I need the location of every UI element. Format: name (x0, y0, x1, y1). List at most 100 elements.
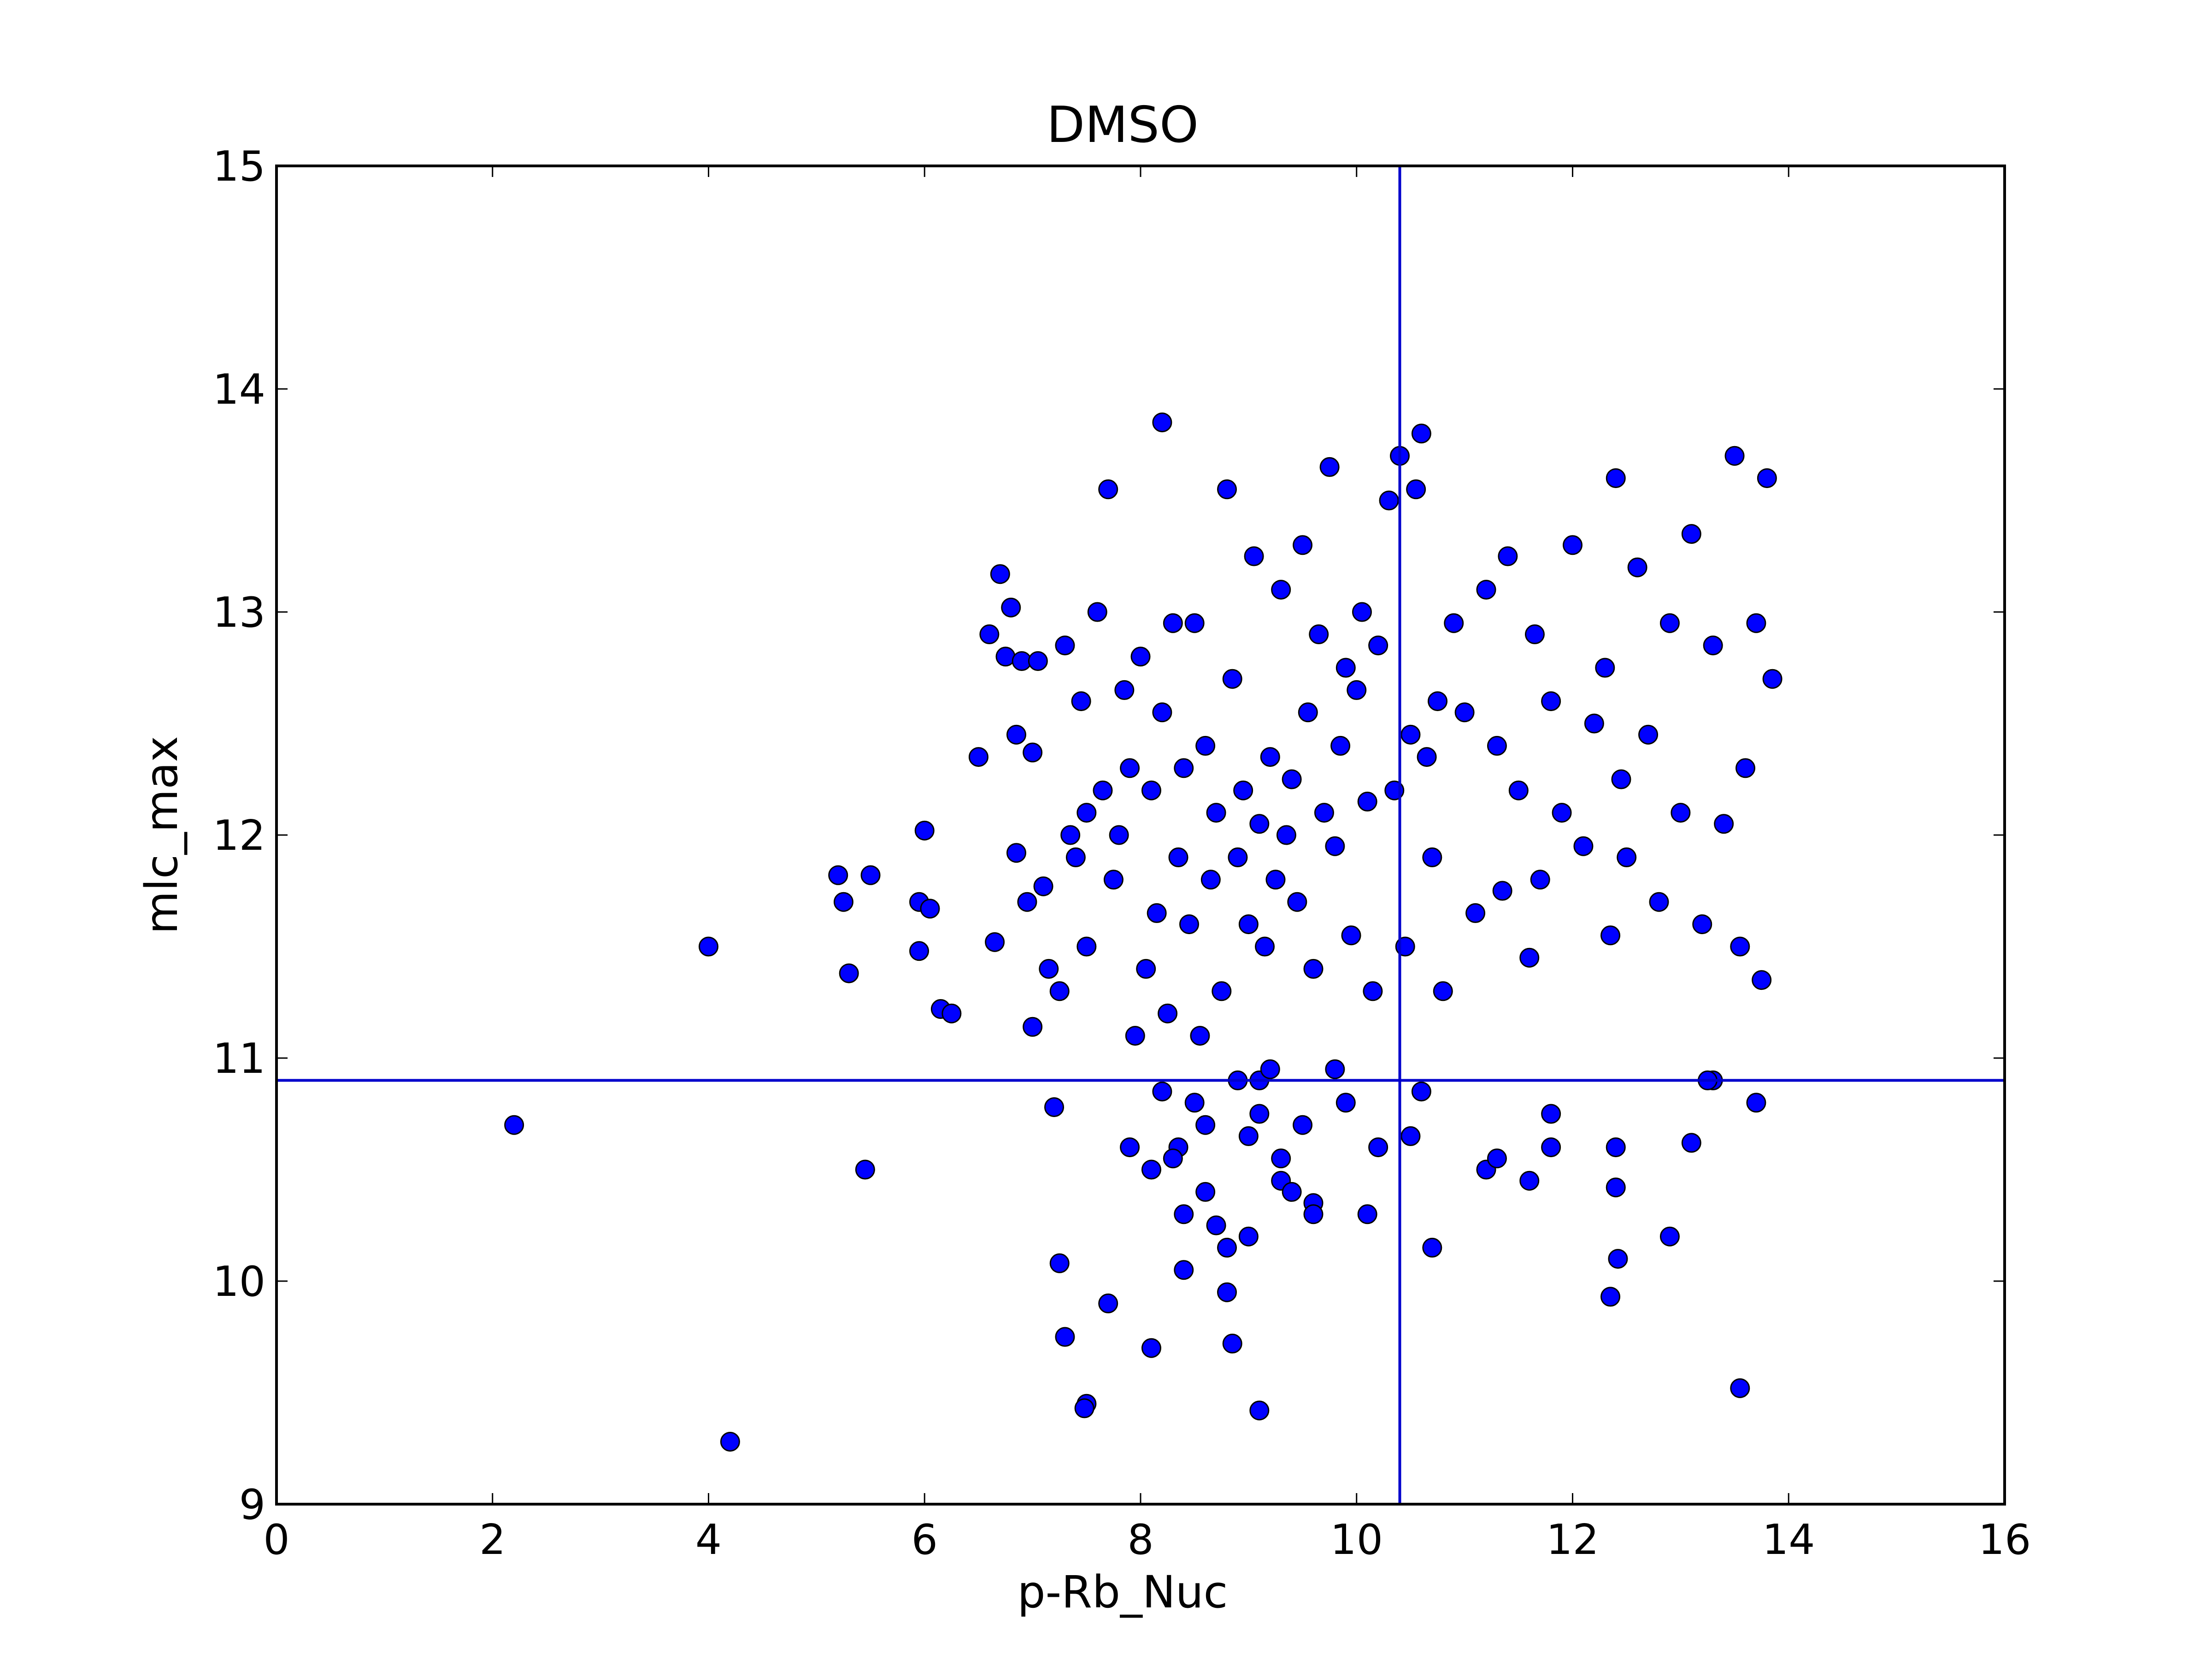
data-point (909, 941, 930, 961)
y-axis-label: mlc_max (136, 736, 188, 934)
data-point (1249, 814, 1270, 834)
data-point (1098, 479, 1118, 500)
data-point (1519, 1171, 1540, 1191)
data-point (1228, 847, 1248, 867)
data-point (1033, 876, 1053, 896)
axes-frame (275, 165, 2006, 1506)
data-point (1049, 981, 1070, 1001)
data-point (979, 624, 1000, 644)
data-point (1055, 1327, 1075, 1347)
data-point (990, 564, 1010, 584)
data-point (1606, 1137, 1626, 1158)
data-point (1174, 1204, 1194, 1224)
data-point (1368, 635, 1388, 656)
data-point (1330, 735, 1351, 756)
data-point (1184, 1093, 1205, 1113)
data-point (1379, 490, 1399, 511)
data-point (1325, 1059, 1345, 1079)
data-point (1617, 847, 1637, 867)
data-point (1006, 843, 1026, 863)
data-point (1060, 825, 1081, 845)
x-tick-label: 0 (263, 1516, 289, 1564)
data-point (1195, 1115, 1216, 1135)
x-tick-label: 2 (479, 1516, 506, 1564)
data-point (1293, 535, 1313, 555)
data-point (1563, 535, 1583, 555)
data-point (1541, 1137, 1561, 1158)
data-point (1136, 959, 1156, 979)
data-point (1508, 780, 1529, 800)
y-tick-label: 9 (239, 1481, 265, 1529)
data-point (1692, 914, 1712, 935)
data-point (1433, 981, 1453, 1001)
data-point (1001, 597, 1021, 618)
data-point (1400, 1126, 1421, 1146)
data-point (855, 1159, 875, 1180)
data-point (1314, 803, 1334, 823)
data-point (839, 963, 859, 983)
data-point (1238, 914, 1259, 935)
data-point (1222, 1334, 1242, 1354)
data-point (1109, 825, 1129, 845)
data-point (1476, 580, 1496, 600)
data-point (1212, 981, 1232, 1001)
data-point (1454, 702, 1475, 723)
data-point (1422, 847, 1442, 867)
data-point (1730, 1378, 1750, 1398)
data-point (1638, 724, 1659, 745)
data-point (1158, 1003, 1178, 1024)
data-point (1244, 546, 1264, 566)
data-point (1703, 635, 1723, 656)
data-point (1422, 1237, 1442, 1258)
data-point (1023, 742, 1043, 763)
data-point (1608, 1249, 1628, 1269)
data-point (504, 1115, 524, 1135)
data-point (1195, 735, 1216, 756)
data-point (1271, 580, 1291, 600)
data-point (1093, 780, 1113, 800)
data-point (1065, 847, 1086, 867)
data-point (920, 899, 940, 919)
data-point (1206, 1215, 1226, 1235)
data-point (1141, 780, 1161, 800)
data-point (1627, 557, 1647, 577)
data-point (1103, 870, 1124, 890)
data-point (1255, 936, 1275, 957)
data-point (1028, 651, 1048, 671)
data-point (860, 865, 881, 885)
x-tick-label: 10 (1330, 1516, 1383, 1564)
data-point (1573, 836, 1594, 856)
data-point (1238, 1226, 1259, 1247)
data-point (1168, 847, 1188, 867)
y-tick-label: 14 (212, 365, 265, 414)
data-point (1174, 1260, 1194, 1280)
data-point (1352, 602, 1372, 622)
data-point (1271, 1148, 1291, 1169)
data-point (1606, 1177, 1626, 1198)
data-point (1006, 724, 1026, 745)
data-point (1681, 524, 1701, 544)
data-point (1249, 1400, 1270, 1421)
data-point (1071, 691, 1091, 712)
data-point (1724, 446, 1745, 466)
data-point (1357, 1204, 1377, 1224)
data-point (1303, 1204, 1324, 1224)
data-point (1238, 1126, 1259, 1146)
data-point (699, 936, 718, 957)
data-point (1600, 925, 1621, 946)
data-point (1735, 758, 1755, 778)
data-point (1282, 1182, 1302, 1202)
data-point (1309, 624, 1329, 644)
data-point (1671, 803, 1691, 823)
data-point (1541, 1104, 1561, 1124)
x-tick-label: 6 (912, 1516, 938, 1564)
data-point (1017, 892, 1037, 912)
data-point (1606, 468, 1626, 488)
data-point (1298, 702, 1318, 723)
data-point (1465, 903, 1486, 923)
data-point (1222, 669, 1242, 689)
data-point (1611, 769, 1631, 789)
data-point (1347, 680, 1367, 700)
data-point (828, 865, 848, 885)
